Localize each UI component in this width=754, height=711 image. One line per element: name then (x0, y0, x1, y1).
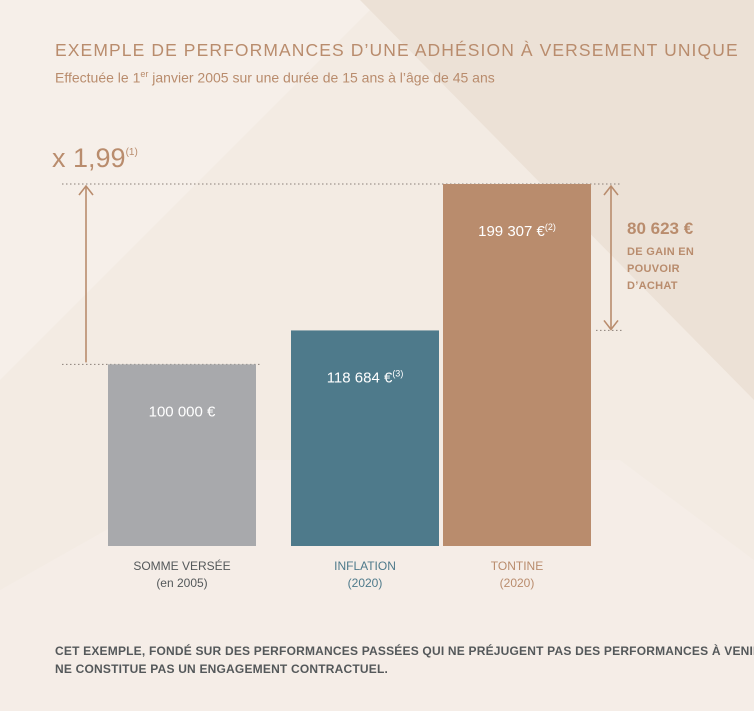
disclaimer-line-1: CET EXEMPLE, FONDÉ SUR DES PERFORMANCES … (55, 644, 754, 658)
gain-arrow-head-bottom (603, 319, 619, 331)
category-label-1-line-2: (en 2005) (156, 576, 207, 590)
subtitle-superscript: er (140, 69, 149, 79)
category-label-3-line-1: TONTINE (491, 559, 543, 573)
bar-1 (108, 364, 256, 546)
category-label-3-line-2: (2020) (500, 576, 535, 590)
bar-value-text-1: 100 000 € (149, 403, 216, 420)
bar-2 (291, 330, 439, 546)
chart-title: EXEMPLE DE PERFORMANCES D’UNE ADHÉSION À… (55, 40, 739, 60)
category-label-2-line-2: (2020) (348, 576, 383, 590)
bar-value-text-2: 118 684 € (327, 369, 393, 386)
bar-value-text-3: 199 307 € (478, 223, 545, 240)
gain-annotation: 80 623 € DE GAIN EN POUVOIR D’ACHAT (627, 219, 694, 295)
bar-value-note-3: (2) (545, 222, 556, 232)
category-labels: SOMME VERSÉE (en 2005) INFLATION (2020) TONT… (133, 558, 543, 590)
bar-value-note-2: (3) (392, 368, 403, 378)
background-top-left-facet (0, 0, 380, 380)
subtitle-end: janvier 2005 sur une durée de 15 ans à l… (148, 69, 495, 86)
bars (108, 184, 591, 546)
gain-amount: 80 623 € (627, 219, 694, 238)
bar-value-labels: 100 000 € 118 684 €(3) 199 307 €(2) (149, 222, 556, 420)
bar-value-label-3: 199 307 €(2) (478, 222, 556, 240)
guide-lines (62, 183, 622, 365)
disclaimer: CET EXEMPLE, FONDÉ SUR DES PERFORMANCES … (55, 642, 754, 678)
chart-subtitle: Effectuée le 1er janvier 2005 sur une du… (55, 69, 495, 86)
subtitle-start: Effectuée le 1 (55, 69, 141, 86)
multiplier-value: x 1,99 (52, 143, 126, 173)
bar-value-label-2: 118 684 €(3) (327, 368, 404, 386)
multiplier-annotation: x 1,99(1) (52, 143, 138, 174)
bar-value-label-1: 100 000 € (149, 403, 216, 420)
category-label-2-line-1: INFLATION (334, 559, 396, 573)
gain-text-line-2: POUVOIR (627, 263, 680, 275)
gain-text-line-3: D’ACHAT (627, 280, 678, 292)
multiplier-arrow-head (78, 184, 94, 196)
multiplier-note: (1) (125, 147, 138, 158)
gain-text-line-1: DE GAIN EN (627, 246, 695, 258)
bar-3 (443, 184, 591, 546)
disclaimer-line-2: NE CONSTITUE PAS UN ENGAGEMENT CONTRACTU… (55, 662, 389, 676)
gain-arrow-head-top (603, 184, 619, 196)
category-label-1-line-1: SOMME VERSÉE (133, 558, 230, 573)
